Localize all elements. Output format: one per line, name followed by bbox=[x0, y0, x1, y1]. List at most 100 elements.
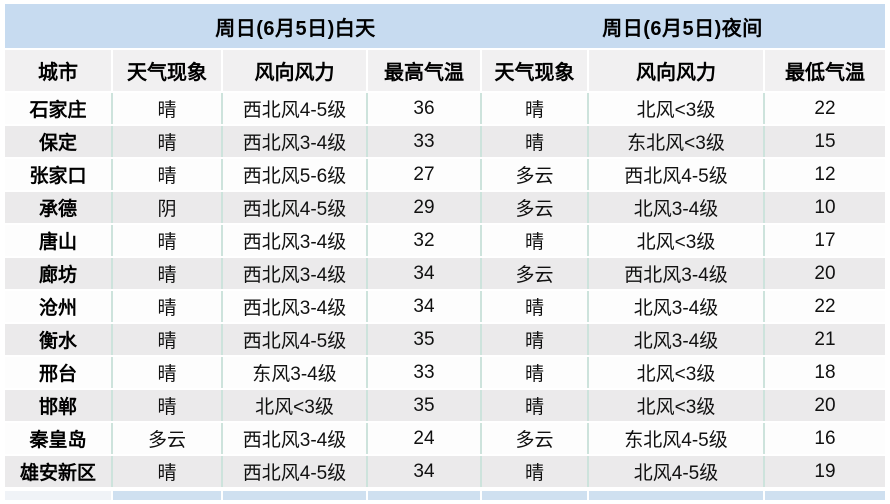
cell-day-wind: 北风<3级 bbox=[221, 390, 366, 421]
table-row: 石家庄晴西北风4-5级 36 晴北风<3级 22 bbox=[5, 91, 885, 124]
cell-night-weather: 晴 bbox=[480, 225, 587, 256]
cell-night-weather: 多云 bbox=[480, 192, 587, 223]
col-header-day-high: 最高气温 bbox=[366, 50, 480, 91]
cell-day-weather: 阴 bbox=[111, 192, 221, 223]
cell-day-weather: 晴 bbox=[111, 291, 221, 322]
cell-day-wind: 西北风4-5级 bbox=[221, 324, 366, 355]
cell-night-wind: 北风<3级 bbox=[587, 390, 763, 421]
night-section-title: 周日(6月5日)夜间 bbox=[602, 17, 763, 40]
table-row: 衡水晴西北风4-5级 35 晴北风3-4级 21 bbox=[5, 322, 885, 355]
cell-day-weather: 晴 bbox=[111, 324, 221, 355]
cell-day-weather: 晴 bbox=[111, 258, 221, 289]
table-row: 保定晴西北风3-4级 33 晴东北风<3级 15 bbox=[5, 124, 885, 157]
cell-night-wind: 北风4-5级 bbox=[587, 456, 763, 487]
cell-night-wind: 北风3-4级 bbox=[587, 192, 763, 223]
cell-day-wind: 西北风3-4级 bbox=[221, 291, 366, 322]
cell-day-high: 35 bbox=[366, 390, 480, 421]
strip-segment bbox=[366, 491, 480, 500]
cell-city: 邢台 bbox=[38, 364, 77, 385]
cell-night-low: 20 bbox=[763, 390, 885, 421]
cell-night-low: 16 bbox=[763, 423, 885, 454]
cell-city: 张家口 bbox=[29, 166, 87, 187]
band-city-spacer bbox=[5, 4, 111, 48]
cell-night-weather: 多云 bbox=[480, 258, 587, 289]
cell-day-weather: 晴 bbox=[111, 93, 221, 124]
next-section-partial-row bbox=[5, 491, 885, 500]
cell-night-wind: 西北风3-4级 bbox=[587, 258, 763, 289]
cell-night-weather: 晴 bbox=[480, 357, 587, 388]
strip-segment bbox=[480, 491, 587, 500]
cell-day-wind: 西北风3-4级 bbox=[221, 225, 366, 256]
cell-day-weather: 晴 bbox=[111, 357, 221, 388]
cell-night-low: 21 bbox=[763, 324, 885, 355]
cell-day-wind: 东风3-4级 bbox=[221, 357, 366, 388]
cell-day-high: 34 bbox=[366, 258, 480, 289]
cell-day-high: 35 bbox=[366, 324, 480, 355]
col-header-night-low: 最低气温 bbox=[763, 50, 885, 91]
strip-segment bbox=[221, 491, 366, 500]
table-row: 沧州晴西北风3-4级 34 晴北风3-4级 22 bbox=[5, 289, 885, 322]
day-section: 周日(6月5日)白天 bbox=[111, 4, 480, 48]
cell-city: 石家庄 bbox=[29, 100, 87, 121]
cell-day-high: 32 bbox=[366, 225, 480, 256]
cell-day-weather: 晴 bbox=[111, 225, 221, 256]
cell-night-low: 12 bbox=[763, 159, 885, 190]
cell-night-weather: 晴 bbox=[480, 291, 587, 322]
night-section: 周日(6月5日)夜间 bbox=[480, 4, 885, 48]
col-header-day-wind: 风向风力 bbox=[221, 50, 366, 91]
cell-day-high: 24 bbox=[366, 423, 480, 454]
col-header-city: 城市 bbox=[38, 62, 78, 84]
table-row: 廊坊晴西北风3-4级 34 多云 西北风3-4级 20 bbox=[5, 256, 885, 289]
cell-night-weather: 多云 bbox=[480, 423, 587, 454]
strip-segment bbox=[111, 491, 221, 500]
cell-day-high: 34 bbox=[366, 291, 480, 322]
cell-night-wind: 北风<3级 bbox=[587, 93, 763, 124]
cell-day-high: 27 bbox=[366, 159, 480, 190]
cell-city: 沧州 bbox=[38, 298, 77, 319]
cell-night-wind: 东北风<3级 bbox=[587, 126, 763, 157]
weather-forecast-table: 周日(6月5日)白天 周日(6月5日)夜间 城市 天气现象 风向风力 最高气温 … bbox=[5, 4, 885, 500]
cell-day-weather: 晴 bbox=[111, 159, 221, 190]
cell-night-weather: 晴 bbox=[480, 126, 587, 157]
table-row: 唐山晴西北风3-4级 32 晴北风<3级 17 bbox=[5, 223, 885, 256]
cell-day-wind: 西北风4-5级 bbox=[221, 93, 366, 124]
column-header-row: 城市 天气现象 风向风力 最高气温 天气现象 风向风力 最低气温 bbox=[5, 48, 885, 91]
cell-night-wind: 北风<3级 bbox=[587, 357, 763, 388]
cell-night-low: 20 bbox=[763, 258, 885, 289]
cell-day-high: 36 bbox=[366, 93, 480, 124]
cell-night-low: 18 bbox=[763, 357, 885, 388]
cell-day-wind: 西北风3-4级 bbox=[221, 258, 366, 289]
cell-night-low: 19 bbox=[763, 456, 885, 487]
cell-night-wind: 西北风4-5级 bbox=[587, 159, 763, 190]
cell-night-low: 10 bbox=[763, 192, 885, 223]
cell-night-low: 17 bbox=[763, 225, 885, 256]
col-header-night-weather: 天气现象 bbox=[480, 50, 587, 91]
cell-city: 秦皇岛 bbox=[29, 430, 87, 451]
cell-city: 衡水 bbox=[38, 331, 77, 352]
table-row: 邢台晴东风3-4级 33 晴北风<3级 18 bbox=[5, 355, 885, 388]
cell-night-weather: 晴 bbox=[480, 93, 587, 124]
cell-night-weather: 晴 bbox=[480, 456, 587, 487]
cell-day-high: 29 bbox=[366, 192, 480, 223]
cell-night-low: 15 bbox=[763, 126, 885, 157]
strip-segment bbox=[763, 491, 885, 500]
day-section-title: 周日(6月5日)白天 bbox=[215, 17, 376, 40]
cell-night-wind: 北风<3级 bbox=[587, 225, 763, 256]
cell-day-wind: 西北风3-4级 bbox=[221, 423, 366, 454]
cell-night-weather: 多云 bbox=[480, 159, 587, 190]
section-header-band: 周日(6月5日)白天 周日(6月5日)夜间 bbox=[5, 4, 885, 48]
cell-city: 承德 bbox=[38, 199, 77, 220]
cell-day-weather: 晴 bbox=[111, 126, 221, 157]
table-body: 石家庄晴西北风4-5级 36 晴北风<3级 22 保定晴西北风3-4级 33 晴东北风<3级… bbox=[5, 91, 885, 487]
col-header-night-wind: 风向风力 bbox=[587, 50, 763, 91]
cell-night-weather: 晴 bbox=[480, 324, 587, 355]
cell-night-weather: 晴 bbox=[480, 390, 587, 421]
cell-night-wind: 北风3-4级 bbox=[587, 291, 763, 322]
cell-city: 唐山 bbox=[38, 232, 77, 253]
strip-segment bbox=[5, 491, 111, 500]
cell-day-wind: 西北风3-4级 bbox=[221, 126, 366, 157]
cell-day-weather: 多云 bbox=[111, 423, 221, 454]
cell-day-wind: 西北风4-5级 bbox=[221, 192, 366, 223]
cell-day-weather: 晴 bbox=[111, 390, 221, 421]
cell-city: 保定 bbox=[38, 133, 77, 154]
